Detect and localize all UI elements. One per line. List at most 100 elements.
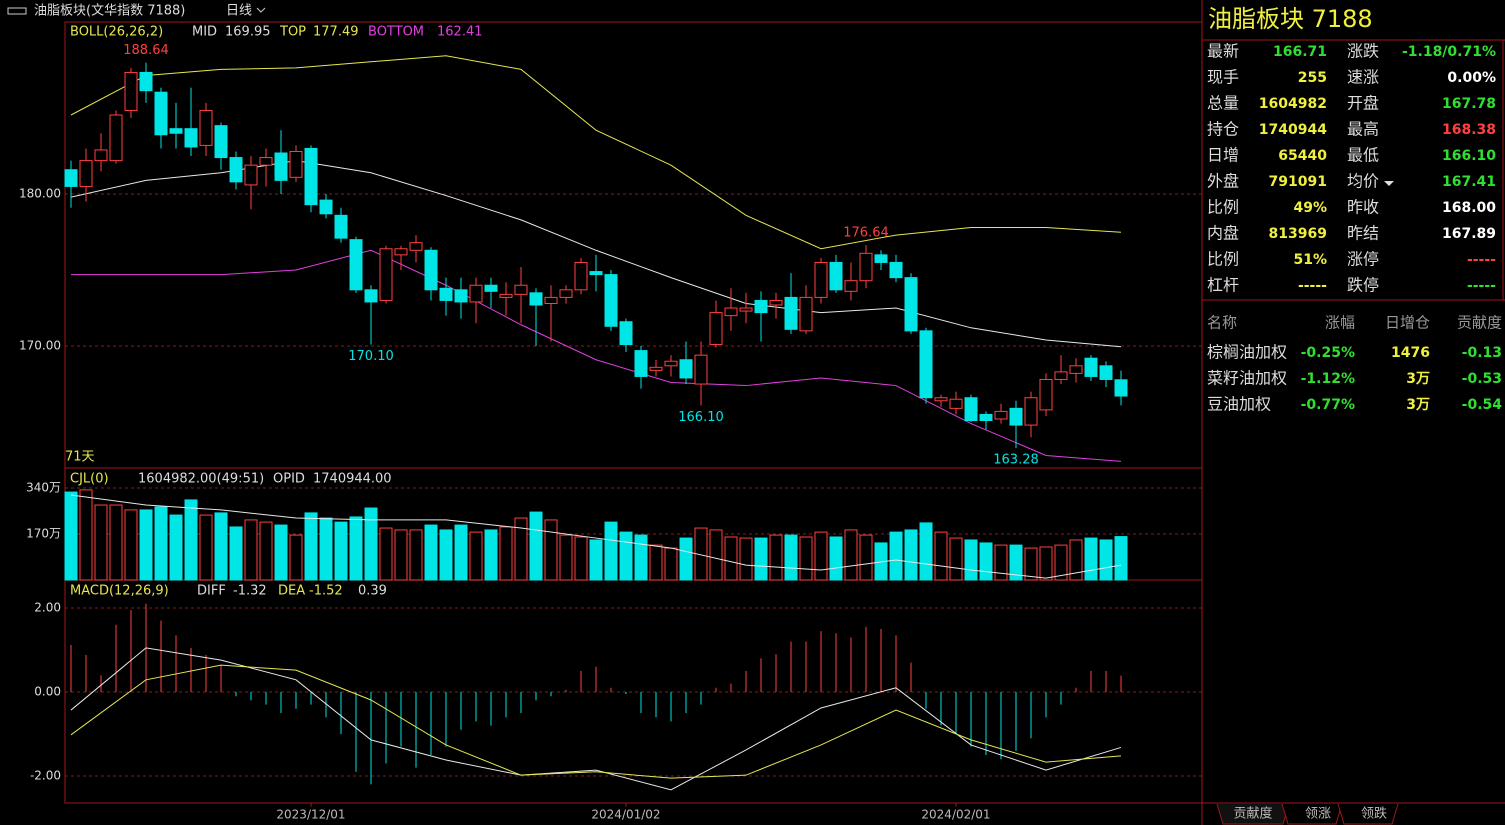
volume-bar [829, 536, 843, 581]
candle-body [679, 359, 693, 379]
volume-bar [919, 522, 933, 581]
period-selector[interactable]: 日线 [226, 4, 252, 19]
quote-label: 比例 [1207, 250, 1239, 269]
tab-shape[interactable] [1281, 803, 1343, 825]
y-tick-label: 340万 [26, 481, 61, 495]
candle-body [124, 71, 138, 111]
volume-ma-line [70, 494, 1122, 579]
component-cell[interactable]: 1476 [1391, 345, 1430, 361]
volume-bar [439, 529, 453, 581]
volume-bar [364, 507, 378, 581]
volume-bar [814, 531, 828, 581]
component-cell[interactable]: 棕榈油加权 [1207, 343, 1287, 362]
volume-bar [799, 536, 813, 581]
component-cell[interactable]: 菜籽油加权 [1207, 369, 1287, 388]
volume-bar [229, 526, 243, 581]
x-tick-label: 2023/12/01 [276, 808, 345, 822]
days-count: 71天 [65, 450, 95, 465]
quote-value: 65440 [1278, 148, 1327, 164]
panel-title: 油脂板块 7188 [1208, 5, 1373, 33]
quote-label: 总量 [1207, 94, 1239, 113]
opid-value: 1740944.00 [313, 472, 392, 487]
component-cell[interactable]: 豆油加权 [1207, 395, 1271, 414]
candle-body [994, 410, 1008, 420]
volume-bar [454, 524, 468, 581]
quote-label: 内盘 [1207, 224, 1239, 243]
quote-label: 日增 [1207, 146, 1239, 165]
quote-label: 杠杆 [1207, 276, 1239, 295]
candle-body [304, 147, 318, 206]
bottom-label: BOTTOM [368, 25, 424, 40]
candle-body [634, 350, 648, 377]
volume-bar [199, 514, 213, 581]
volume-bar [304, 512, 318, 581]
volume-bar [784, 534, 798, 581]
candle-body [424, 249, 438, 291]
volume-bar [79, 489, 93, 581]
volume-bar [529, 511, 543, 581]
quote-value: 166.71 [1273, 44, 1327, 60]
candle-body [79, 160, 93, 187]
mid-value: 169.95 [225, 25, 271, 40]
component-cell[interactable]: 3万 [1406, 397, 1430, 413]
tab-shape[interactable] [1337, 803, 1399, 825]
volume-bar [244, 519, 258, 581]
volume-bar [274, 524, 288, 581]
volume-bar [154, 506, 168, 581]
volume-bar [409, 529, 423, 581]
candle-body [154, 91, 168, 136]
boll-name[interactable]: BOLL(26,26,2) [70, 25, 163, 40]
candle-body [1099, 365, 1113, 380]
volume-bar [1024, 547, 1038, 581]
quote-label: 持仓 [1207, 120, 1239, 139]
cjl-name[interactable]: CJL(0) [70, 472, 109, 487]
volume-bar [94, 504, 108, 581]
component-cell[interactable]: -1.12% [1301, 371, 1355, 387]
mid-label: MID [192, 25, 217, 40]
tab-label[interactable]: 领跌 [1361, 806, 1387, 822]
candle-body [139, 71, 153, 92]
candle-body [874, 254, 888, 263]
candle-body [499, 293, 513, 298]
component-cell[interactable]: -0.54 [1462, 397, 1503, 413]
volume-bar [679, 537, 693, 581]
volume-bar [559, 534, 573, 581]
menu-icon[interactable] [7, 7, 27, 15]
candle-body [799, 296, 813, 332]
component-cell[interactable]: -0.13 [1462, 345, 1502, 361]
candle-body [559, 289, 573, 298]
quote-label: 跌停 [1347, 276, 1379, 295]
diff-value: -1.32 [233, 584, 267, 599]
volume-bar [124, 509, 138, 581]
component-cell[interactable]: -0.25% [1301, 345, 1355, 361]
quote-value: 49% [1293, 200, 1327, 216]
candle-body [199, 109, 213, 146]
component-cell[interactable]: -0.77% [1301, 397, 1355, 413]
volume-bar [514, 517, 528, 581]
quote-value: 791091 [1269, 174, 1327, 190]
price-annotation: 188.64 [123, 43, 169, 58]
volume-bar [1114, 536, 1128, 581]
quote-label: 最新 [1207, 42, 1239, 61]
dea-label: DEA [278, 584, 305, 599]
candle-body [769, 299, 783, 306]
volume-bar [844, 529, 858, 581]
candle-body [919, 330, 933, 399]
quote-label: 现手 [1207, 68, 1239, 87]
component-cell[interactable]: 3万 [1406, 371, 1430, 387]
candle-body [739, 307, 753, 312]
volume-bar [709, 529, 723, 581]
candle-body [109, 114, 123, 162]
tab-label[interactable]: 领涨 [1305, 807, 1331, 822]
quote-value: 167.89 [1442, 226, 1496, 242]
tab-label[interactable]: 贡献度 [1233, 806, 1272, 822]
candle-body [979, 413, 993, 422]
top-value: 177.49 [313, 25, 359, 40]
volume-bar [1039, 546, 1053, 581]
volume-bar [499, 526, 513, 581]
avg-arrow [1384, 181, 1394, 186]
component-cell[interactable]: -0.53 [1462, 371, 1502, 387]
macd-name[interactable]: MACD(12,26,9) [70, 584, 169, 599]
volume-bar [589, 539, 603, 581]
